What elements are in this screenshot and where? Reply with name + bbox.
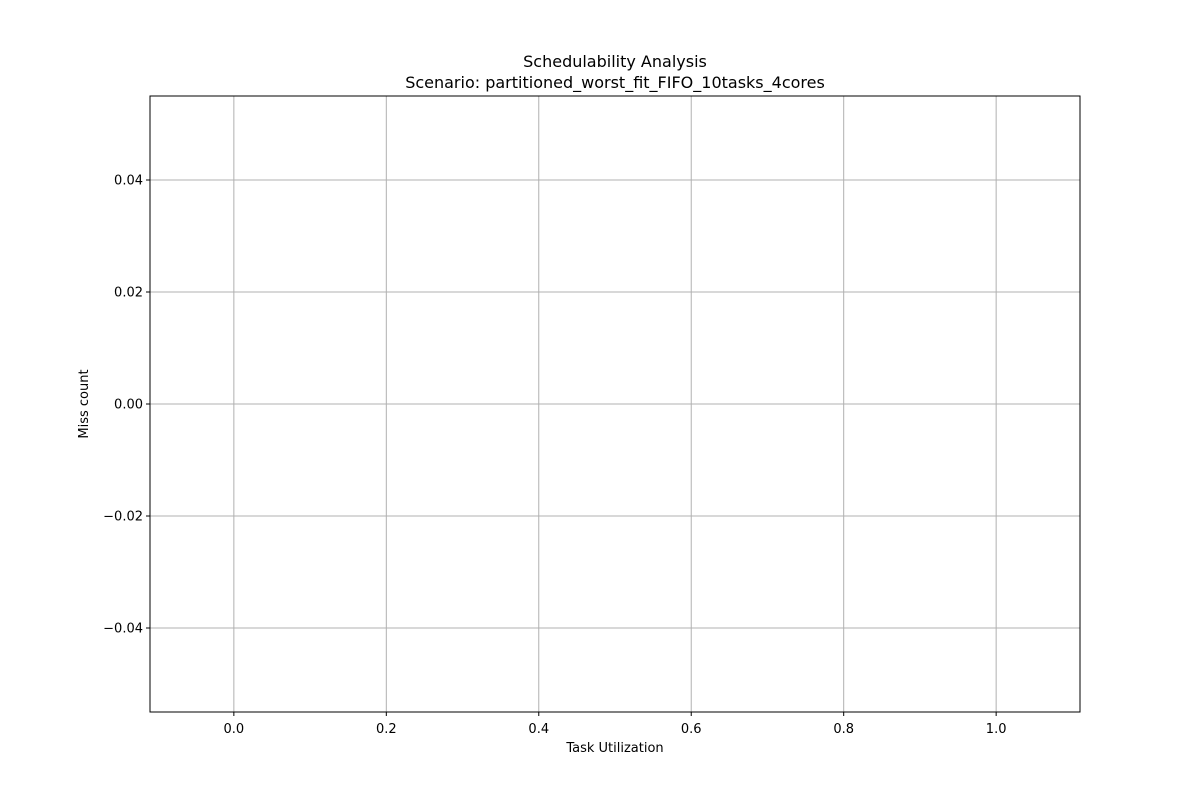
y-axis-ticks: 0.04 0.02 0.00 −0.02 −0.04 (103, 174, 150, 637)
chart-title: Schedulability Analysis (523, 52, 707, 71)
x-tick-label: 0.0 (224, 722, 245, 737)
y-tick-label: 0.00 (114, 398, 143, 413)
y-grid-lines (150, 179, 1080, 629)
y-tick-label: 0.04 (114, 174, 143, 189)
x-tick-label: 0.6 (681, 722, 702, 737)
x-tick-label: 0.8 (833, 722, 854, 737)
y-tick-label: 0.02 (114, 286, 143, 301)
x-tick-label: 1.0 (986, 722, 1007, 737)
plot-area: 0.0 0.2 0.4 0.6 0.8 1.0 0.04 0.02 0.00 −0.02 −0.0… (103, 95, 1081, 737)
x-axis-ticks: 0.0 0.2 0.4 0.6 0.8 1.0 (224, 712, 1007, 737)
y-tick-label: −0.02 (103, 510, 143, 525)
y-tick-label: −0.04 (103, 622, 143, 637)
y-axis-label: Miss count (77, 369, 92, 438)
chart-subtitle: Scenario: partitioned_worst_fit_FIFO_10t… (405, 73, 825, 93)
x-tick-label: 0.2 (376, 722, 397, 737)
x-tick-label: 0.4 (528, 722, 549, 737)
x-axis-label: Task Utilization (565, 741, 663, 756)
